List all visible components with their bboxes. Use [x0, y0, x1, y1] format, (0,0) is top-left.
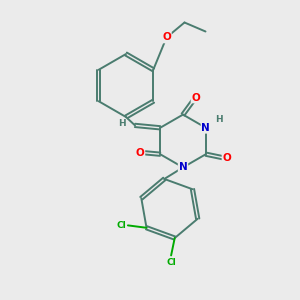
Text: Cl: Cl — [166, 257, 176, 266]
Text: N: N — [178, 162, 188, 172]
Text: O: O — [136, 148, 144, 158]
Text: Cl: Cl — [116, 221, 126, 230]
Text: O: O — [191, 92, 200, 103]
Text: H: H — [216, 115, 223, 124]
Text: H: H — [118, 119, 126, 128]
Text: N: N — [202, 123, 210, 133]
Text: O: O — [162, 32, 171, 43]
Text: O: O — [223, 153, 231, 163]
